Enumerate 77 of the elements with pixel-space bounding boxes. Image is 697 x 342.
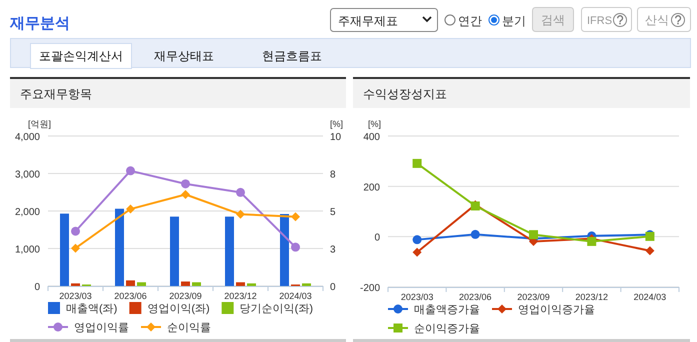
text: 검색 xyxy=(541,13,565,27)
x-tick-label: 2023/03 xyxy=(59,291,92,301)
text: 재무상태표 xyxy=(154,49,214,63)
point xyxy=(126,204,135,214)
y2-tick-label: 8 xyxy=(330,170,336,180)
x-tick-label: 2024/03 xyxy=(634,292,666,302)
x-tick-label: 2024/03 xyxy=(279,291,312,301)
y-tick-label: 400 xyxy=(363,132,380,143)
point xyxy=(529,230,538,240)
bar xyxy=(60,214,69,286)
point xyxy=(71,226,80,236)
point xyxy=(587,236,596,246)
bar xyxy=(236,282,245,286)
legend-label: 영업이익증가율 xyxy=(518,304,595,316)
x-tick-label: 2023/09 xyxy=(517,292,550,302)
bar xyxy=(247,283,256,286)
y-tick-label: -200 xyxy=(360,283,380,294)
point xyxy=(236,210,245,219)
y-tick-label: 4,000 xyxy=(14,132,40,143)
text: 연간 xyxy=(458,14,482,28)
y-axis-title: [%] xyxy=(368,119,382,129)
y-tick-label: 3,000 xyxy=(14,170,40,180)
y2-tick-label: 5 xyxy=(330,207,336,218)
point xyxy=(412,235,422,244)
chart-title: 수익성장성지표 xyxy=(363,87,447,101)
y-tick-label: 1,000 xyxy=(14,244,40,256)
point xyxy=(412,248,422,257)
y-axis-title: [억원] xyxy=(28,119,52,129)
point xyxy=(181,179,190,188)
y-tick-label: 200 xyxy=(363,182,380,194)
legend-label: 당기순이익(좌) xyxy=(240,303,313,315)
y2-tick-label: 0 xyxy=(330,282,336,293)
point xyxy=(71,244,80,253)
point xyxy=(412,158,422,168)
bar xyxy=(71,283,80,286)
y2-axis-title: [%] xyxy=(330,119,344,129)
point xyxy=(291,212,300,222)
text: 포괄손익계산서 xyxy=(39,49,123,63)
bar xyxy=(137,282,146,286)
bar xyxy=(115,208,124,286)
bar xyxy=(126,280,135,286)
legend-label: 매출액증가율 xyxy=(414,304,480,316)
point xyxy=(470,230,480,239)
bar xyxy=(280,214,289,286)
x-tick-label: 2023/09 xyxy=(169,291,202,301)
y2-tick-label: 3 xyxy=(330,244,336,256)
bar xyxy=(181,282,190,286)
legend-label: 순이익증가율 xyxy=(414,323,480,335)
chart-title: 주요재무항목 xyxy=(20,87,92,101)
point xyxy=(126,166,135,176)
x-tick-label: 2023/06 xyxy=(114,291,147,301)
point xyxy=(236,188,245,197)
x-tick-label: 2023/03 xyxy=(400,292,434,302)
y-tick-label: 0 xyxy=(34,282,40,293)
legend-label: 영업이익(좌) xyxy=(147,303,210,315)
legend-label: 순이익률 xyxy=(167,322,211,334)
text: 분기 xyxy=(502,14,526,28)
bar xyxy=(170,216,179,286)
text: 현금흐름표 xyxy=(262,49,322,63)
y-tick-label: 2,000 xyxy=(14,207,40,218)
text: 주재무제표 xyxy=(338,14,398,28)
x-tick-label: 2023/12 xyxy=(575,292,608,302)
legend-label: 매출액(좌) xyxy=(66,303,118,315)
y-tick-label: 0 xyxy=(374,232,380,244)
legend-label: 영업이익률 xyxy=(74,322,129,334)
text: 재무분석 xyxy=(9,15,70,32)
point xyxy=(291,242,300,252)
point xyxy=(181,190,190,199)
x-tick-label: 2023/12 xyxy=(224,291,257,301)
bar xyxy=(302,283,311,286)
y2-tick-label: 10 xyxy=(330,132,342,143)
text: 산식 xyxy=(645,13,669,27)
bar xyxy=(225,216,234,286)
point xyxy=(645,246,654,256)
bar xyxy=(192,282,201,286)
x-tick-label: 2023/06 xyxy=(459,292,492,302)
text: IFRS xyxy=(587,15,612,27)
